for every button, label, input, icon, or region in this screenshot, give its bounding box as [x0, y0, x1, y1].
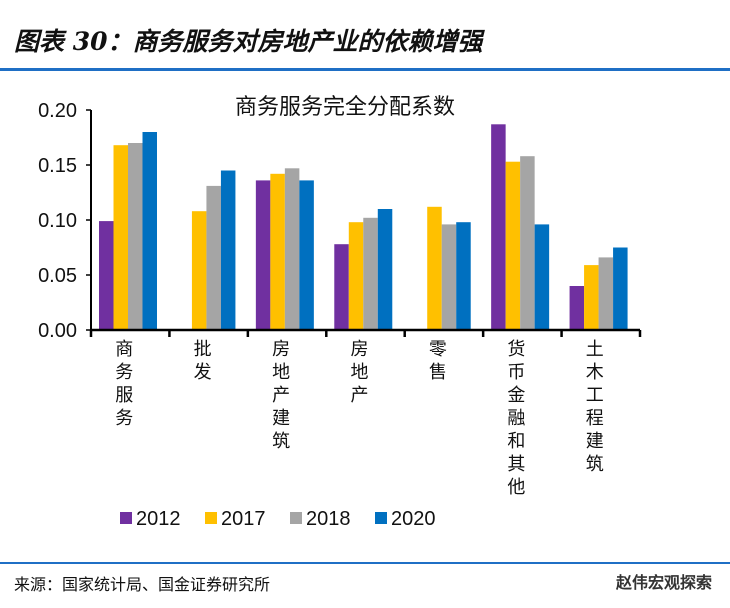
- x-category-label: 商务服务: [115, 339, 133, 429]
- bar-2020-0: [142, 132, 157, 330]
- legend-label: 2020: [391, 508, 436, 530]
- x-category-label: 货币金融和其他: [507, 339, 525, 498]
- y-tick-label: 0.15: [38, 155, 77, 177]
- bar-2012-0: [99, 221, 114, 330]
- x-category-label: 土木工程建筑: [586, 339, 604, 475]
- legend-label: 2017: [221, 508, 266, 530]
- x-axis: 商务服务 批发 房地产建筑 房地产 零售 货币金融和其他 土木工程建筑: [89, 328, 642, 498]
- legend-swatch-2012: [120, 512, 132, 524]
- bar-2020-6: [613, 247, 628, 330]
- bar-2018-3: [363, 217, 378, 330]
- legend-label: 2018: [306, 508, 351, 530]
- bar-2018-1: [206, 185, 221, 330]
- title-divider: [0, 68, 730, 71]
- y-tick-label: 0.10: [38, 210, 77, 232]
- bar-2020-5: [534, 224, 550, 330]
- bar-2018-5: [520, 156, 535, 330]
- bar-2018-2: [284, 168, 300, 330]
- bar-2018-6: [598, 257, 614, 330]
- bar-2012-3: [334, 244, 349, 330]
- legend-label: 2012: [136, 508, 181, 530]
- bar-2020-1: [220, 170, 236, 330]
- bar-2017-1: [191, 211, 207, 330]
- x-category-label: 零售: [429, 339, 447, 383]
- bar-2020-2: [299, 180, 314, 330]
- chart-title: 商务服务完全分配系数: [235, 95, 455, 120]
- y-tick-label: 0.05: [38, 265, 77, 287]
- bar-2020-3: [377, 209, 393, 330]
- source-note: 来源：国家统计局、国金证券研究所: [14, 575, 271, 594]
- bar-2017-3: [348, 222, 364, 330]
- footer-divider: [0, 562, 730, 564]
- bar-2018-4: [441, 224, 457, 330]
- legend-swatch-2018: [290, 512, 302, 524]
- bar-2020-4: [456, 222, 471, 330]
- bar-2012-5: [491, 124, 506, 330]
- bar-2018-0: [128, 143, 143, 330]
- y-axis: 0.00 0.05 0.10 0.15 0.20: [38, 100, 92, 342]
- bar-2017-2: [270, 173, 285, 330]
- legend: 2012 2017 2018 2020: [120, 508, 436, 530]
- bar-2012-6: [569, 286, 585, 330]
- y-tick-label: 0.00: [38, 320, 77, 342]
- x-category-label: 房地产建筑: [272, 339, 290, 452]
- bar-2012-2: [255, 180, 271, 330]
- x-category-label: 房地产: [351, 339, 369, 406]
- bar-2017-0: [113, 145, 128, 330]
- bar-2017-6: [584, 265, 599, 330]
- bar-2017-4: [427, 206, 442, 330]
- figure-title: 图表 30：商务服务对房地产业的依赖增强: [14, 27, 483, 56]
- legend-swatch-2020: [375, 512, 387, 524]
- bars: [99, 124, 628, 330]
- y-tick-label: 0.20: [38, 100, 77, 122]
- legend-swatch-2017: [205, 512, 217, 524]
- watermark: 赵伟宏观探索: [615, 573, 712, 592]
- bar-2017-5: [505, 161, 521, 330]
- x-category-label: 批发: [194, 339, 212, 383]
